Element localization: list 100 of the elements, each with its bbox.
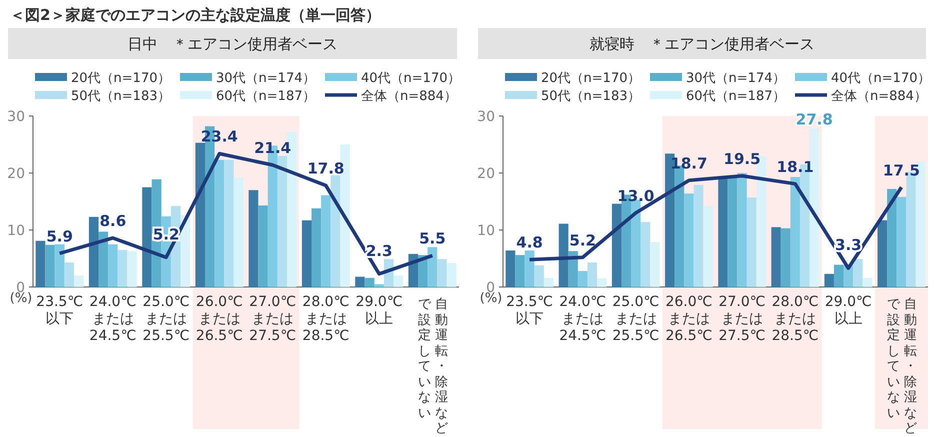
bar <box>597 278 607 287</box>
data-label: 3.3 <box>835 236 862 254</box>
legend-label: 40代（n=170） <box>361 71 460 86</box>
x-tick-label: 26.0℃ または 26.5℃ <box>665 294 712 344</box>
bar <box>703 206 713 287</box>
x-tick-label: 27.0℃ または 27.5℃ <box>718 294 766 344</box>
text: ＜図2＞家庭でのエアコンの主な設定温度（単一回答） <box>10 6 380 24</box>
legend-label: 20代（n=170） <box>541 71 640 86</box>
bar <box>321 195 331 287</box>
x-tick-label: 25.0℃ または 25.5℃ <box>142 294 190 344</box>
data-label: 5.9 <box>46 227 73 246</box>
bar <box>771 227 781 287</box>
bar <box>224 160 234 287</box>
bar <box>118 250 128 287</box>
bar <box>640 222 650 287</box>
x-tick-label: 26.0℃ または 26.5℃ <box>196 294 243 344</box>
bar <box>737 173 747 287</box>
legend-label: 30代（n=174） <box>686 71 786 86</box>
chart-title: 就寝時 ＊エアコン使用者ベース <box>590 35 814 53</box>
bar <box>544 278 554 287</box>
bar <box>506 250 516 287</box>
x-tick-label: 27.0℃ または 27.5℃ <box>249 294 296 344</box>
data-label: 19.5 <box>724 150 761 168</box>
bar <box>746 198 756 287</box>
bar <box>127 251 137 287</box>
bar <box>446 263 456 287</box>
legend-label: 全体（n=884） <box>361 89 457 104</box>
bar <box>54 244 64 287</box>
bar <box>887 188 897 287</box>
category-label: 自動運転・除湿などで設定していない <box>886 297 917 436</box>
bar <box>694 184 704 287</box>
legend-label: 50代（n=183） <box>71 89 170 104</box>
y-tick-label: 30 <box>477 109 495 125</box>
bar <box>558 224 568 287</box>
y-tick-label: 10 <box>477 223 495 239</box>
bar <box>142 187 152 287</box>
legend-label: 40代（n=170） <box>831 71 930 86</box>
bar <box>718 176 728 287</box>
bar <box>896 196 906 287</box>
bar <box>790 176 800 287</box>
data-label: 5.5 <box>419 230 446 248</box>
bar <box>650 242 660 287</box>
bar <box>728 176 738 287</box>
bar <box>578 271 588 287</box>
y-tick-label: 20 <box>477 166 495 182</box>
data-label: 4.8 <box>516 234 543 252</box>
bar <box>258 205 268 287</box>
bar <box>74 276 84 287</box>
bar <box>428 247 438 287</box>
bar <box>834 264 844 287</box>
bar <box>277 156 288 287</box>
bar <box>355 276 365 287</box>
bar <box>612 204 622 287</box>
data-label: 5.2 <box>569 231 596 250</box>
bar <box>248 190 258 287</box>
bar <box>780 228 790 287</box>
bar <box>515 255 525 287</box>
x-tick-label: 24.0℃ または 24.5℃ <box>559 294 606 344</box>
data-label: 2.3 <box>366 242 392 260</box>
x-tick-label: 23.5℃ 以下 <box>36 294 84 327</box>
bar <box>524 250 534 287</box>
chart-title: 日中 ＊エアコン使用者ベース <box>128 35 338 53</box>
x-tick-label: 28.0℃ または 28.5℃ <box>302 294 350 344</box>
data-label: 13.0 <box>617 186 654 205</box>
x-tick-label: 23.5℃ 以下 <box>506 294 554 327</box>
legend-label: 50代（n=183） <box>541 89 640 104</box>
bar <box>214 160 224 287</box>
data-label: 18.1 <box>776 158 814 176</box>
bar <box>568 251 578 287</box>
category-label: 自動運転・除湿などで設定していない <box>418 297 448 436</box>
bar <box>234 178 244 287</box>
bar <box>108 244 118 287</box>
data-label: 17.5 <box>882 161 920 180</box>
bar <box>330 175 340 287</box>
x-tick-label: 29.0℃ 以上 <box>356 294 403 327</box>
data-label: 8.6 <box>100 212 126 230</box>
y-tick-label: 20 <box>7 166 25 182</box>
x-tick-label: 24.0℃ または 24.5℃ <box>89 294 136 344</box>
legend-label: 30代（n=174） <box>216 71 316 86</box>
bar <box>64 262 74 287</box>
x-tick-label: 28.0℃ または 28.5℃ <box>772 294 819 344</box>
bar <box>631 200 641 287</box>
bar <box>862 278 872 287</box>
bar <box>878 220 888 287</box>
bar <box>45 244 55 287</box>
bar <box>195 142 205 287</box>
bar <box>394 276 404 287</box>
bar <box>180 215 190 287</box>
y-tick-label: 10 <box>7 223 25 239</box>
bar <box>36 240 46 287</box>
bar <box>824 274 834 287</box>
bar <box>853 259 863 287</box>
bar <box>684 194 694 287</box>
bar <box>88 216 98 287</box>
data-label: 27.8 <box>796 110 833 129</box>
bar <box>364 278 374 287</box>
legend-label: 全体（n=884） <box>831 89 927 104</box>
y-tick-label: 30 <box>7 109 25 125</box>
bar <box>302 220 312 287</box>
bar <box>534 265 544 287</box>
